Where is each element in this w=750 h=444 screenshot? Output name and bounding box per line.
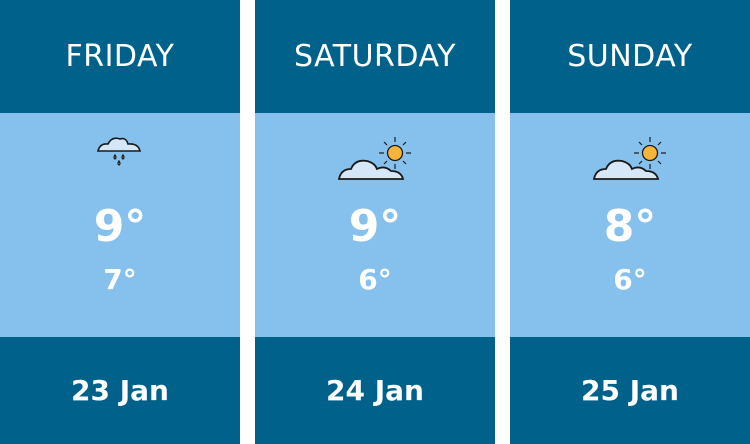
forecast-panel: 8° 6° [510, 113, 750, 337]
day-name: FRIDAY [0, 0, 240, 113]
date-label: 25 Jan [510, 337, 750, 444]
day-name: SUNDAY [510, 0, 750, 113]
day-card-saturday: SATURDAY 9° 6° 24 Jan [255, 0, 495, 444]
day-card-friday: FRIDAY 9° 7° 23 Jan [0, 0, 240, 444]
high-temperature: 9° [348, 201, 402, 252]
day-name: SATURDAY [255, 0, 495, 113]
low-temperature: 6° [613, 263, 647, 296]
rain-cloud-icon [96, 137, 142, 166]
high-temperature: 8° [603, 201, 657, 252]
forecast-panel: 9° 7° [0, 113, 240, 337]
low-temperature: 6° [358, 263, 392, 296]
day-card-sunday: SUNDAY 8° 6° 25 Jan [510, 0, 750, 444]
partly-sunny-icon [337, 137, 411, 180]
high-temperature: 9° [93, 201, 147, 252]
date-label: 24 Jan [255, 337, 495, 444]
date-label: 23 Jan [0, 337, 240, 444]
partly-sunny-icon [592, 137, 666, 180]
forecast-panel: 9° 6° [255, 113, 495, 337]
low-temperature: 7° [103, 263, 137, 296]
